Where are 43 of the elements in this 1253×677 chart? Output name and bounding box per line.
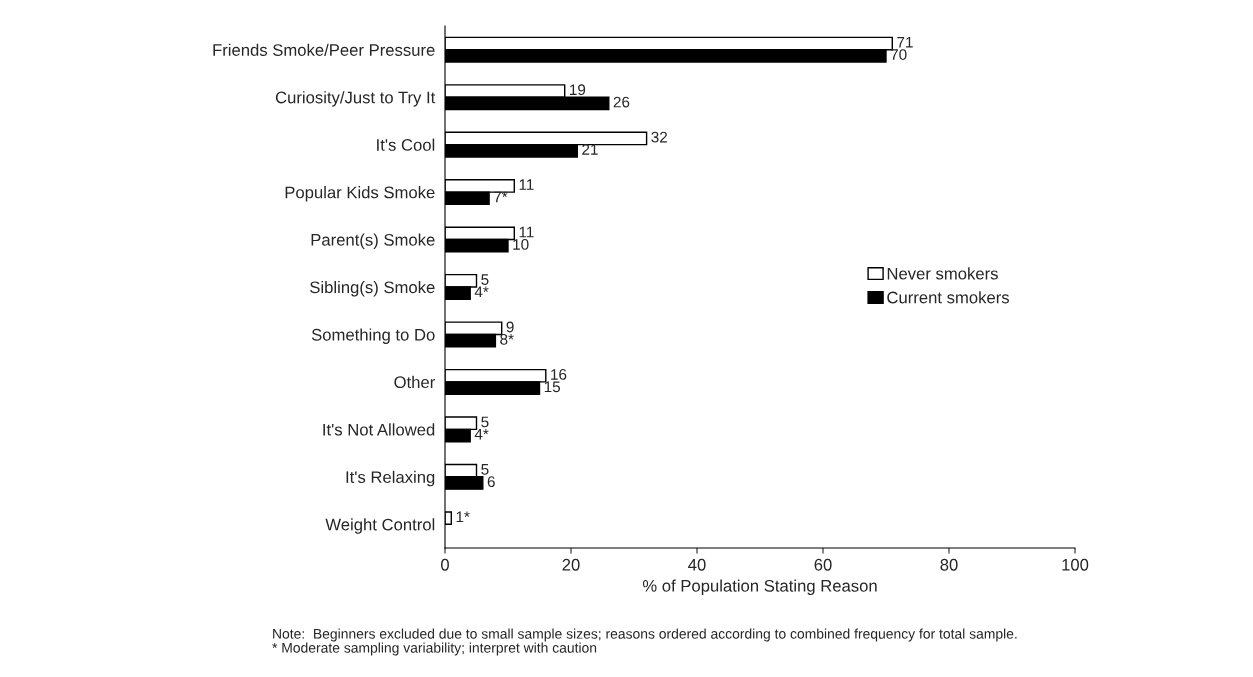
x-tick-label: 60 — [814, 558, 832, 571]
text: Note: Beginners excluded due to small sample sizes; reasons ordered according to combined frequency for total sample. — [273, 628, 1017, 642]
x-tick-label: 0 — [441, 558, 449, 571]
y-tick-label: Popular Kids Smoke — [285, 186, 435, 202]
data-label: 4* — [474, 286, 489, 298]
y-tick-label: Sibling(s) Smoke — [310, 280, 435, 297]
x-axis-title: % of Population Stating Reason — [642, 579, 877, 596]
data-label: 32 — [651, 131, 667, 143]
data-label: 8* — [500, 333, 514, 345]
data-label: 5 — [481, 274, 489, 285]
x-tick-label: 80 — [940, 558, 958, 571]
y-tick-label: Friends Smoke/Peer Pressure — [213, 43, 435, 56]
legend-label: Current smokers — [887, 291, 1010, 304]
data-label: 21 — [582, 144, 598, 155]
x-tick-label: 40 — [688, 558, 706, 571]
x-tick-label: 20 — [562, 558, 580, 571]
data-label: 9 — [506, 321, 514, 333]
y-tick-label: Other — [394, 375, 435, 389]
data-label: 5 — [481, 416, 489, 428]
y-tick-label: Parent(s) Smoke — [311, 233, 435, 250]
y-tick-label: Curiosity/Just to Try It — [275, 91, 436, 107]
data-label: 1* — [456, 511, 470, 523]
data-label: 11 — [519, 226, 534, 238]
data-label: 5 — [481, 464, 489, 475]
y-tick-label: It's Relaxing — [346, 470, 435, 487]
data-label: 4* — [474, 428, 489, 440]
data-label: 15 — [544, 381, 561, 393]
x-tick-label: 100 — [1062, 558, 1089, 571]
data-label: 19 — [570, 84, 586, 96]
data-label: 7* — [494, 191, 508, 203]
y-tick-label: Something to Do — [311, 328, 435, 344]
y-tick-label: It's Not Allowed — [323, 423, 435, 436]
data-label: 11 — [519, 179, 534, 190]
data-label: 26 — [613, 96, 630, 108]
data-label: 16 — [551, 369, 567, 380]
text: * Moderate sampling variability; interpret with caution — [272, 642, 597, 656]
data-label: 6 — [487, 476, 495, 488]
y-tick-label: Weight Control — [325, 518, 435, 534]
data-label: 71 — [897, 37, 913, 48]
legend-label: Never smokers — [887, 267, 998, 280]
y-tick-label: It's Cool — [377, 138, 435, 151]
data-label: 70 — [890, 49, 907, 60]
data-label: 10 — [513, 239, 529, 250]
